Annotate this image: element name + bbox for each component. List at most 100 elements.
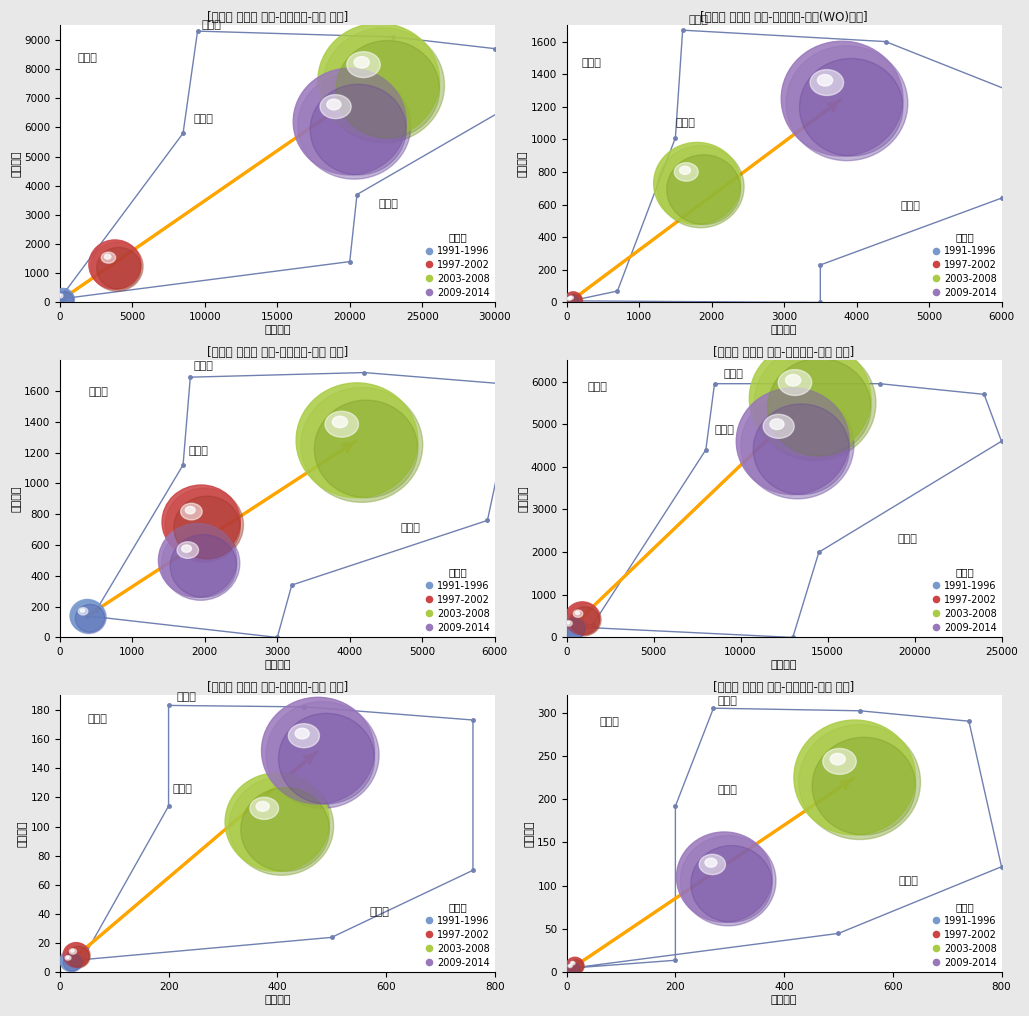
Y-axis label: 특허건수: 특허건수 [518, 486, 528, 512]
Ellipse shape [354, 57, 369, 68]
Text: 성숙기: 성숙기 [718, 696, 738, 705]
Ellipse shape [301, 387, 423, 502]
Ellipse shape [570, 297, 572, 299]
Title: [콜라겐 질환별 연구-암면역계-일본 특허]: [콜라겐 질환별 연구-암면역계-일본 특허] [713, 681, 855, 694]
Ellipse shape [51, 289, 74, 309]
Text: 성숙기: 성숙기 [177, 693, 197, 702]
Ellipse shape [799, 724, 921, 839]
Ellipse shape [182, 545, 191, 553]
Ellipse shape [60, 950, 81, 971]
Ellipse shape [69, 949, 76, 954]
Text: 성숙기: 성숙기 [723, 370, 743, 379]
Ellipse shape [63, 943, 90, 967]
Text: 발전기: 발전기 [400, 522, 421, 532]
Ellipse shape [563, 618, 584, 639]
Ellipse shape [261, 697, 375, 804]
Ellipse shape [279, 713, 375, 804]
Text: 부활기: 부활기 [675, 118, 696, 128]
Ellipse shape [785, 375, 801, 386]
Text: 부활기: 부활기 [193, 115, 213, 125]
Ellipse shape [690, 845, 772, 923]
Ellipse shape [567, 295, 582, 308]
Ellipse shape [80, 609, 84, 613]
Ellipse shape [61, 951, 82, 971]
Ellipse shape [66, 956, 69, 958]
Legend: 1991-1996, 1997-2002, 2003-2008, 2009-2014: 1991-1996, 1997-2002, 2003-2008, 2009-20… [932, 567, 997, 633]
Ellipse shape [674, 163, 699, 181]
Ellipse shape [754, 345, 876, 460]
Ellipse shape [70, 599, 105, 632]
Y-axis label: 특허건수: 특허건수 [11, 150, 22, 177]
Ellipse shape [250, 798, 279, 820]
Legend: 1991-1996, 1997-2002, 2003-2008, 2009-2014: 1991-1996, 1997-2002, 2003-2008, 2009-20… [932, 902, 997, 967]
Ellipse shape [288, 723, 319, 748]
X-axis label: 출원인수: 출원인수 [264, 325, 290, 335]
Ellipse shape [347, 52, 381, 77]
X-axis label: 출원인수: 출원인수 [264, 660, 290, 670]
Ellipse shape [170, 534, 237, 597]
Ellipse shape [564, 294, 579, 309]
Ellipse shape [676, 832, 772, 923]
Ellipse shape [65, 955, 71, 960]
Text: 발전기: 발전기 [900, 201, 920, 211]
Ellipse shape [166, 488, 244, 562]
Legend: 1991-1996, 1997-2002, 2003-2008, 2009-2014: 1991-1996, 1997-2002, 2003-2008, 2009-20… [932, 232, 997, 298]
Ellipse shape [569, 960, 583, 973]
Ellipse shape [658, 145, 744, 228]
Title: [콜라겐 질환별 연구-암면역계-한국 특허]: [콜라겐 질환별 연구-암면역계-한국 특허] [207, 681, 348, 694]
Ellipse shape [560, 616, 586, 640]
Text: 발전기: 발전기 [897, 533, 917, 544]
Ellipse shape [565, 961, 580, 976]
Text: 퇴조기: 퇴조기 [581, 58, 601, 68]
Ellipse shape [565, 292, 582, 308]
Ellipse shape [568, 298, 570, 299]
Ellipse shape [158, 523, 237, 597]
Title: [콜라겐 질환별 연구-암면역계-유럽 특허]: [콜라겐 질환별 연구-암면역계-유럽 특허] [207, 346, 348, 359]
Ellipse shape [310, 84, 406, 175]
Y-axis label: 특허건수: 특허건수 [525, 821, 534, 847]
Ellipse shape [570, 607, 600, 635]
Ellipse shape [162, 526, 240, 600]
Text: 퇴조기: 퇴조기 [599, 717, 619, 727]
Text: 성숙기: 성숙기 [202, 19, 222, 29]
Ellipse shape [59, 295, 61, 297]
Y-axis label: 특허건수: 특허건수 [518, 150, 528, 177]
Text: 발전기: 발전기 [379, 199, 398, 209]
Ellipse shape [71, 950, 74, 952]
Ellipse shape [705, 859, 717, 868]
Ellipse shape [325, 411, 358, 437]
Title: [콜라겐 질환별 연구-암면역계-전체 특허]: [콜라겐 질환별 연구-암면역계-전체 특허] [207, 11, 348, 24]
Ellipse shape [64, 944, 91, 968]
Text: 부활기: 부활기 [714, 425, 735, 435]
Title: [콜라겐 질환별 연구-암면역계-미국 특허]: [콜라겐 질환별 연구-암면역계-미국 특허] [713, 346, 855, 359]
Ellipse shape [567, 622, 570, 624]
Text: 퇴조기: 퇴조기 [588, 382, 607, 392]
Ellipse shape [567, 297, 571, 301]
Ellipse shape [567, 963, 580, 975]
Ellipse shape [667, 154, 741, 225]
Ellipse shape [336, 41, 439, 138]
Ellipse shape [75, 605, 105, 632]
Ellipse shape [564, 961, 580, 975]
Ellipse shape [680, 835, 776, 926]
Ellipse shape [101, 252, 115, 263]
Ellipse shape [56, 292, 74, 309]
Y-axis label: 특허건수: 특허건수 [11, 486, 22, 512]
Ellipse shape [653, 142, 741, 225]
Ellipse shape [57, 294, 63, 298]
Text: 발전기: 발전기 [898, 876, 918, 886]
Ellipse shape [566, 296, 579, 308]
Ellipse shape [225, 773, 329, 872]
Ellipse shape [566, 957, 583, 973]
Ellipse shape [817, 74, 832, 86]
Ellipse shape [229, 777, 333, 876]
Ellipse shape [737, 388, 849, 495]
Ellipse shape [565, 621, 572, 626]
Ellipse shape [794, 720, 916, 835]
X-axis label: 출원인수: 출원인수 [771, 660, 797, 670]
Ellipse shape [71, 600, 106, 634]
Ellipse shape [318, 23, 439, 138]
Ellipse shape [569, 965, 571, 966]
Ellipse shape [320, 94, 351, 119]
Ellipse shape [67, 946, 90, 967]
